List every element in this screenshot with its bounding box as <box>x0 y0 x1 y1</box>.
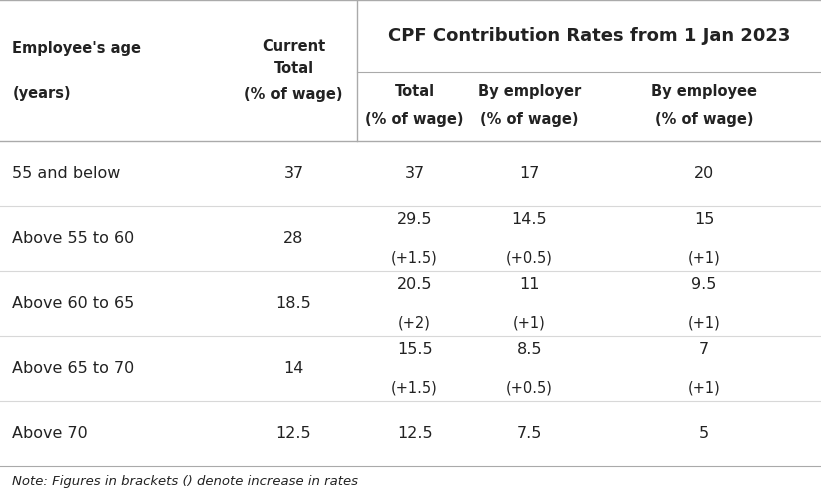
Text: (% of wage): (% of wage) <box>365 112 464 126</box>
Text: (+1.5): (+1.5) <box>392 250 438 265</box>
Text: (+1): (+1) <box>688 380 720 395</box>
Text: Total: Total <box>273 61 314 76</box>
Text: CPF Contribution Rates from 1 Jan 2023: CPF Contribution Rates from 1 Jan 2023 <box>388 27 791 45</box>
Text: 28: 28 <box>283 231 304 247</box>
Text: 14.5: 14.5 <box>511 212 548 228</box>
Text: Total: Total <box>395 84 434 99</box>
Text: (+0.5): (+0.5) <box>506 250 553 265</box>
Text: (% of wage): (% of wage) <box>655 112 753 126</box>
Text: 12.5: 12.5 <box>276 426 311 441</box>
Text: 29.5: 29.5 <box>397 212 433 228</box>
Text: 37: 37 <box>405 166 424 182</box>
Text: 15.5: 15.5 <box>397 342 433 358</box>
Text: Above 65 to 70: Above 65 to 70 <box>12 361 135 376</box>
Text: 8.5: 8.5 <box>516 342 543 358</box>
Text: 17: 17 <box>520 166 539 182</box>
Text: By employee: By employee <box>651 84 757 99</box>
Text: (years): (years) <box>12 85 71 101</box>
Text: 15: 15 <box>694 212 714 228</box>
Text: Above 60 to 65: Above 60 to 65 <box>12 296 135 311</box>
Text: 7: 7 <box>699 342 709 358</box>
Text: (% of wage): (% of wage) <box>245 87 342 102</box>
Text: 7.5: 7.5 <box>517 426 542 441</box>
Text: 5: 5 <box>699 426 709 441</box>
Text: Employee's age: Employee's age <box>12 41 141 56</box>
Text: 55 and below: 55 and below <box>12 166 121 182</box>
Text: 11: 11 <box>520 277 539 293</box>
Text: (+1): (+1) <box>513 315 546 330</box>
Text: 20.5: 20.5 <box>397 277 433 293</box>
Text: (+1): (+1) <box>688 315 720 330</box>
Text: 37: 37 <box>283 166 304 182</box>
Text: Note: Figures in brackets () denote increase in rates: Note: Figures in brackets () denote incr… <box>12 475 358 488</box>
Text: 20: 20 <box>694 166 714 182</box>
Text: (+1.5): (+1.5) <box>392 380 438 395</box>
Text: By employer: By employer <box>478 84 581 99</box>
Text: Above 55 to 60: Above 55 to 60 <box>12 231 135 247</box>
Text: Current: Current <box>262 39 325 55</box>
Text: (+2): (+2) <box>398 315 431 330</box>
Text: (+0.5): (+0.5) <box>506 380 553 395</box>
Text: 18.5: 18.5 <box>276 296 311 311</box>
Text: 9.5: 9.5 <box>691 277 717 293</box>
Text: (+1): (+1) <box>688 250 720 265</box>
Text: 12.5: 12.5 <box>397 426 433 441</box>
Text: (% of wage): (% of wage) <box>480 112 579 126</box>
Text: 14: 14 <box>283 361 304 376</box>
Text: Above 70: Above 70 <box>12 426 88 441</box>
